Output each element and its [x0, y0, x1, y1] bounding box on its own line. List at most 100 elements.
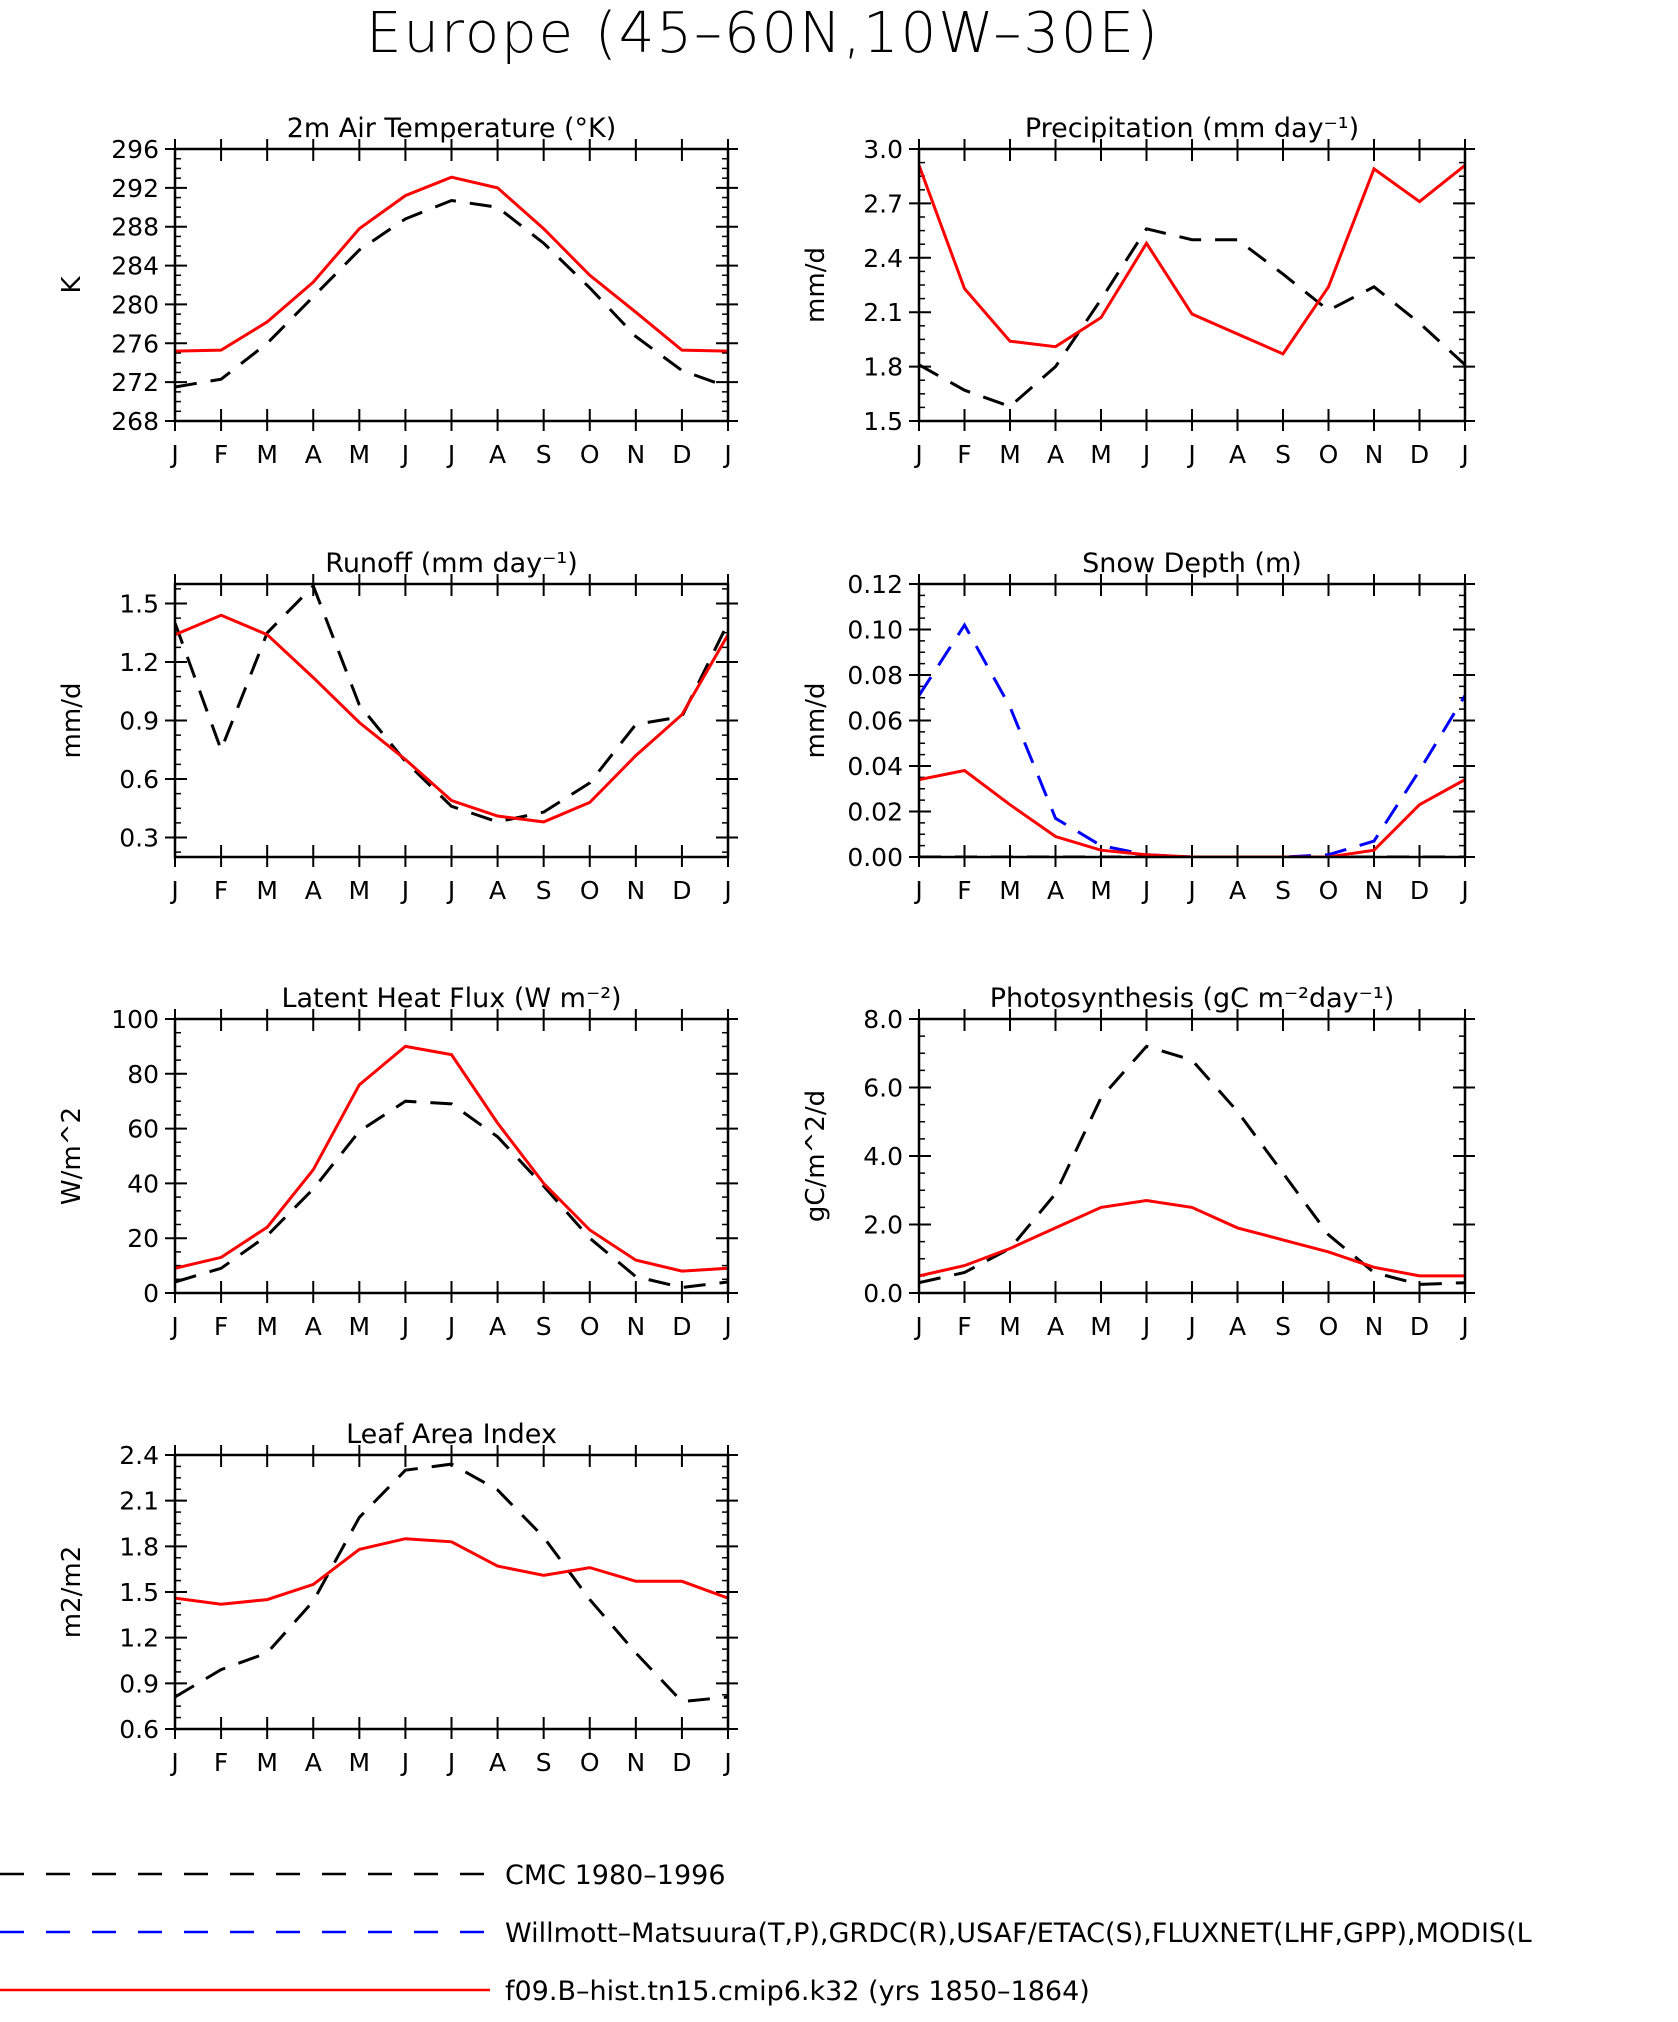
x-tick-label: O — [1319, 1312, 1339, 1341]
y-tick-label: 292 — [111, 174, 159, 203]
y-tick-label: 2.1 — [119, 1487, 159, 1516]
x-tick-label: F — [214, 1312, 228, 1341]
x-tick-label: O — [580, 1748, 600, 1777]
x-tick-label: F — [957, 440, 971, 469]
x-tick-label: S — [1275, 1312, 1291, 1341]
x-tick-label: N — [1365, 1312, 1384, 1341]
x-tick-label: N — [626, 440, 645, 469]
x-tick-label: J — [722, 1748, 731, 1777]
y-tick-label: 0.3 — [119, 824, 159, 853]
x-tick-label: J — [400, 1748, 409, 1777]
y-tick-label: 1.8 — [863, 353, 903, 382]
x-tick-label: J — [169, 440, 178, 469]
x-tick-label: J — [169, 1748, 178, 1777]
legend-label: f09.B–hist.tn15.cmip6.k32 (yrs 1850–1864… — [505, 1976, 1090, 2007]
x-tick-label: A — [489, 1312, 506, 1341]
x-tick-label: M — [1090, 440, 1112, 469]
plot-frame — [173, 1453, 730, 1731]
x-tick-label: D — [672, 1748, 691, 1777]
y-axis-label: K — [57, 276, 87, 294]
y-tick-label: 2.4 — [119, 1441, 159, 1470]
series-line-obs — [175, 584, 728, 824]
x-tick-label: A — [1229, 1312, 1246, 1341]
panel-title: Latent Heat Flux (W m⁻²) — [281, 983, 621, 1014]
y-tick-label: 268 — [111, 407, 159, 436]
series-line-obs — [919, 1044, 1465, 1286]
x-tick-label: J — [169, 1312, 178, 1341]
legend-label: CMC 1980–1996 — [505, 1860, 726, 1891]
panel-title: Leaf Area Index — [346, 1419, 557, 1450]
y-tick-label: 0.10 — [847, 616, 903, 645]
panel-title: Snow Depth (m) — [1082, 548, 1302, 579]
series-line-model — [175, 613, 728, 824]
series-line-model — [175, 175, 728, 353]
y-axis-label: gC/m^2/d — [801, 1090, 831, 1222]
x-tick-label: D — [672, 440, 691, 469]
series-line-model — [175, 1044, 728, 1273]
x-tick-label: D — [1410, 876, 1429, 905]
figure-title: Europe (45–60N,10W–30E) — [366, 1, 1160, 66]
legend: CMC 1980–1996 Willmott–Matsuura(T,P),GRDC… — [0, 1860, 1532, 2007]
x-tick-label: D — [672, 1312, 691, 1341]
series-line-obs2 — [919, 622, 1465, 857]
y-tick-label: 1.2 — [119, 1624, 159, 1653]
x-tick-label: J — [913, 440, 922, 469]
x-tick-label: M — [349, 876, 371, 905]
x-tick-label: J — [446, 1748, 455, 1777]
y-tick-label: 20 — [127, 1224, 159, 1253]
x-tick-label: S — [536, 1312, 552, 1341]
x-tick-label: A — [1047, 1312, 1064, 1341]
plot-frame — [917, 1017, 1467, 1295]
x-tick-label: A — [1047, 876, 1064, 905]
x-tick-label: O — [1319, 876, 1339, 905]
x-tick-label: N — [626, 1748, 645, 1777]
x-tick-label: J — [913, 876, 922, 905]
y-tick-label: 1.5 — [863, 407, 903, 436]
x-tick-label: D — [1410, 1312, 1429, 1341]
x-tick-label: O — [580, 440, 600, 469]
x-tick-label: N — [1365, 876, 1384, 905]
x-tick-label: M — [1090, 876, 1112, 905]
y-tick-label: 1.8 — [119, 1532, 159, 1561]
x-tick-label: M — [999, 440, 1021, 469]
series-line-obs — [175, 1462, 728, 1704]
x-tick-label: F — [214, 440, 228, 469]
x-tick-label: M — [349, 1748, 371, 1777]
y-tick-label: 276 — [111, 329, 159, 358]
y-tick-label: 0 — [143, 1279, 159, 1308]
y-tick-label: 80 — [127, 1060, 159, 1089]
y-tick-label: 272 — [111, 368, 159, 397]
x-tick-label: A — [489, 876, 506, 905]
y-tick-label: 6.0 — [863, 1074, 903, 1103]
y-tick-label: 3.0 — [863, 135, 903, 164]
panels: 2m Air Temperature (°K)J F M A M J J A S O N D J2682… — [57, 113, 1475, 1777]
panel-title: Runoff (mm day⁻¹) — [325, 548, 577, 579]
y-tick-label: 1.5 — [119, 1578, 159, 1607]
panel-5: Latent Heat Flux (W m⁻²)J F M A M J J A S O N D J020… — [57, 983, 738, 1341]
x-tick-label: O — [580, 876, 600, 905]
x-tick-label: S — [536, 1748, 552, 1777]
y-tick-label: 8.0 — [863, 1005, 903, 1034]
x-tick-label: M — [349, 440, 371, 469]
y-axis-label: m2/m2 — [57, 1546, 87, 1639]
plot-frame — [917, 147, 1467, 423]
y-tick-label: 0.02 — [847, 798, 903, 827]
y-tick-label: 2.1 — [863, 298, 903, 327]
x-tick-label: F — [957, 876, 971, 905]
x-tick-label: J — [1459, 876, 1468, 905]
y-tick-label: 0.04 — [847, 752, 903, 781]
x-tick-label: J — [1459, 1312, 1468, 1341]
y-axis-label: mm/d — [801, 683, 831, 759]
y-tick-label: 0.6 — [119, 765, 159, 794]
x-tick-label: O — [1319, 440, 1339, 469]
x-tick-label: O — [580, 1312, 600, 1341]
x-tick-label: M — [999, 1312, 1021, 1341]
x-tick-label: D — [1410, 440, 1429, 469]
x-tick-label: J — [913, 1312, 922, 1341]
x-tick-label: M — [349, 1312, 371, 1341]
x-tick-label: A — [489, 1748, 506, 1777]
x-tick-label: J — [446, 876, 455, 905]
x-tick-label: A — [1229, 876, 1246, 905]
